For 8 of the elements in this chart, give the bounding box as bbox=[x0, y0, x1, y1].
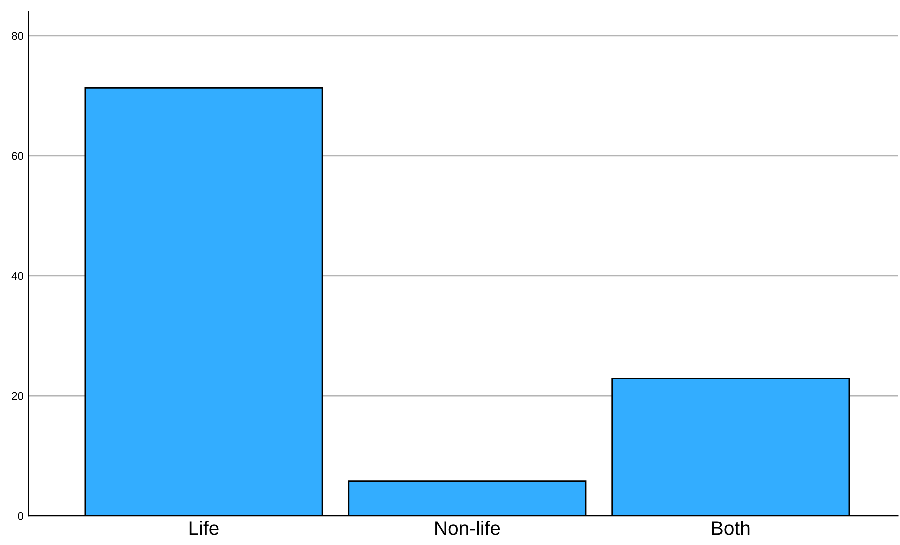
x-tick-label: Both bbox=[712, 520, 750, 536]
y-tick-label: 60 bbox=[12, 152, 24, 160]
x-tick-label: Life bbox=[190, 520, 219, 536]
y-tick-label: 80 bbox=[12, 32, 24, 40]
y-tick-label: 40 bbox=[12, 272, 24, 280]
y-tick-label: 20 bbox=[12, 392, 24, 400]
x-tick-label: Non-life bbox=[436, 520, 500, 536]
y-tick-label: 0 bbox=[18, 512, 24, 520]
